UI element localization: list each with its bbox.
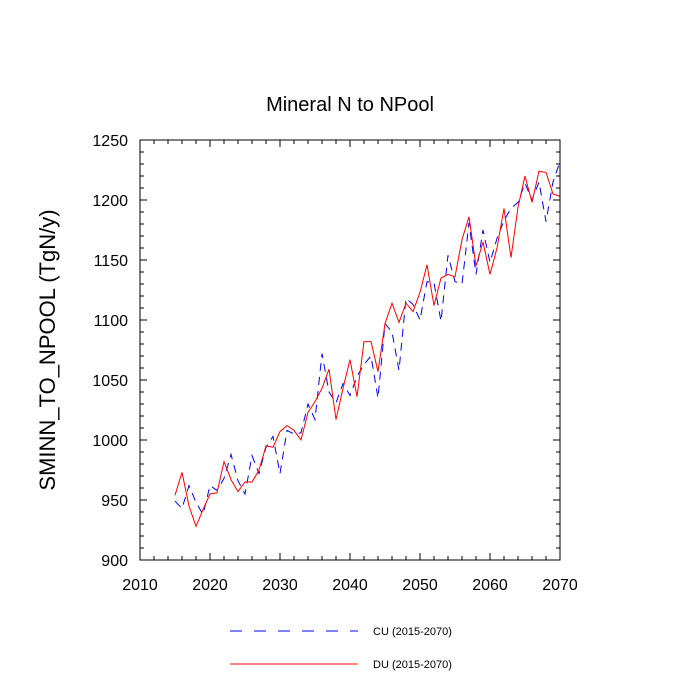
legend: CU (2015-2070) DU (2015-2070) [230, 626, 452, 671]
chart-title: Mineral N to NPool [266, 94, 434, 116]
y-tick-label: 1000 [92, 433, 128, 450]
y-axis-label: SMINN_TO_NPOOL (TgN/y) [35, 209, 60, 490]
series-line-du [174, 170, 561, 528]
legend-label-cu: CU (2015-2070) [373, 626, 452, 638]
plot-frame [139, 139, 561, 561]
series-line-cu [174, 161, 561, 516]
x-tick-label: 2030 [262, 577, 298, 594]
y-tick-label: 1200 [92, 193, 128, 210]
x-tick-label: 2020 [192, 577, 228, 594]
y-tick-label: 1100 [94, 313, 129, 330]
y-tick-label: 1150 [94, 253, 129, 270]
x-tick-label: 2070 [542, 577, 578, 594]
legend-label-du: DU (2015-2070) [373, 659, 452, 671]
x-tick-label: 2050 [402, 577, 438, 594]
series-layer [174, 161, 561, 528]
x-tick-label: 2060 [472, 577, 508, 594]
y-tick-label: 900 [101, 553, 128, 570]
y-tick-label: 950 [101, 493, 128, 510]
x-tick-label: 2010 [122, 577, 158, 594]
y-tick-label: 1250 [92, 133, 128, 150]
ticks-layer: 2010 2020 2030 2040 2050 2060 2070 900 950 1000 10… [92, 133, 577, 594]
y-tick-label: 1050 [92, 373, 128, 390]
x-tick-label: 2040 [332, 577, 368, 594]
